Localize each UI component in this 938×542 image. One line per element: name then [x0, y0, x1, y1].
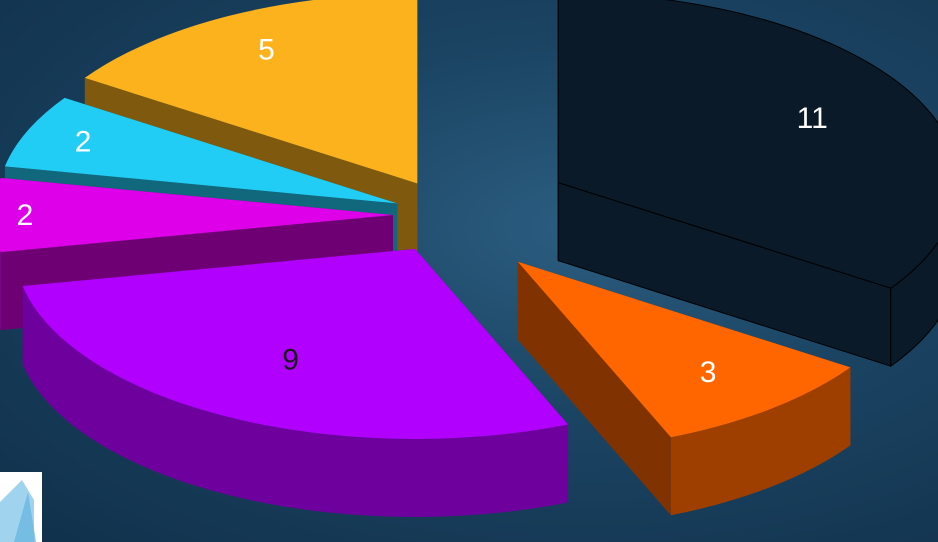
pie-labels: 11 3 9 2 2 5 — [17, 33, 828, 389]
pie-slice-1 — [517, 261, 851, 516]
slice-label-1: 3 — [700, 356, 717, 389]
slice-label-2: 9 — [282, 344, 299, 377]
mountain-logo-icon — [0, 472, 42, 542]
pie-slices — [0, 0, 938, 517]
slice-label-0: 11 — [797, 102, 828, 135]
slice-label-5: 5 — [258, 33, 275, 66]
slice-label-4: 2 — [75, 126, 92, 159]
pie-slice-2 — [22, 248, 569, 517]
pie-slice-0 — [557, 0, 938, 368]
slice-label-3: 2 — [17, 199, 34, 232]
